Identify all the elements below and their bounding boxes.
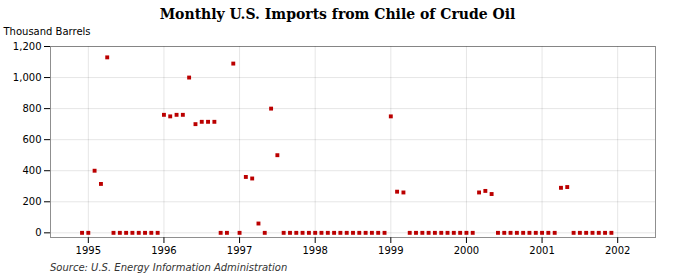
svg-text:1998: 1998 [302, 245, 327, 256]
svg-text:1997: 1997 [227, 245, 252, 256]
svg-text:1999: 1999 [378, 245, 403, 256]
svg-text:2002: 2002 [605, 245, 630, 256]
svg-text:1,200: 1,200 [13, 41, 42, 52]
html-text:Monthly U.S. Imports from Chil: Monthly U.S. Imports from Chile of Crude… [159, 6, 516, 22]
svg-text:200: 200 [22, 196, 41, 207]
svg-text:2001: 2001 [529, 245, 554, 256]
svg-text:1996: 1996 [151, 245, 176, 256]
svg-text:0: 0 [35, 227, 41, 238]
svg-text:800: 800 [22, 103, 41, 114]
html-text:Source: U.S. Energy Informatio: Source: U.S. Energy Information Administ… [50, 262, 288, 273]
svg-text:Thousand Barrels: Thousand Barrels [3, 26, 91, 37]
svg-text:2000: 2000 [454, 245, 479, 256]
svg-text:1,000: 1,000 [13, 72, 42, 83]
svg-text:400: 400 [22, 165, 41, 176]
svg-text:1995: 1995 [76, 245, 101, 256]
svg-text:600: 600 [22, 134, 41, 145]
